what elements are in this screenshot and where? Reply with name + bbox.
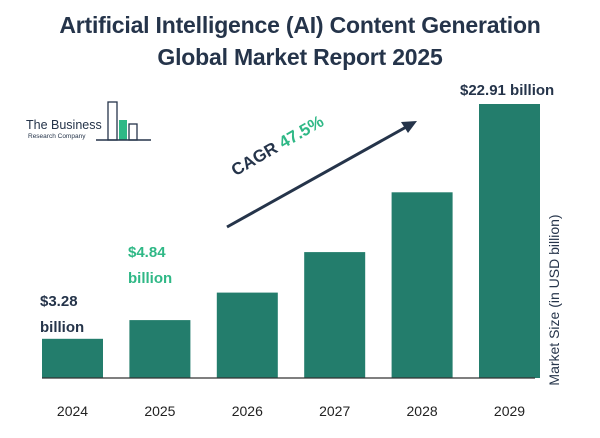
bar-2027 (304, 252, 366, 378)
bar-2025 (129, 320, 191, 378)
data-label-2024-unit: billion (40, 319, 85, 336)
data-label-2025: $4.84 billion (128, 240, 172, 292)
chart-title-line-2: Global Market Report 2025 (157, 44, 443, 70)
bar-2024 (42, 338, 103, 378)
bar-2028 (391, 192, 453, 378)
x-tick-labels: 2024 2025 2026 2027 2028 2029 (57, 403, 525, 419)
bars-group (42, 104, 540, 378)
bar-2029 (479, 104, 540, 378)
bar-2026 (216, 292, 278, 378)
x-tick-2027: 2027 (319, 403, 350, 419)
x-tick-2026: 2026 (232, 403, 263, 419)
data-label-2024: $3.28 billion (40, 289, 84, 341)
y-axis-label: Market Size (in USD billion) (546, 214, 562, 386)
logo-bars-icon (96, 101, 151, 141)
x-tick-2029: 2029 (494, 403, 525, 419)
data-label-2029: $22.91 billion (460, 78, 554, 104)
chart-title-line-1: Artificial Intelligence (AI) Content Gen… (59, 12, 541, 38)
x-tick-2028: 2028 (407, 403, 438, 419)
company-logo: The Business Research Company (26, 100, 156, 145)
logo-subname: Research Company (28, 133, 86, 140)
data-label-2029-value: $22.91 billion (460, 82, 555, 99)
data-label-2025-value: $4.84 (128, 244, 166, 261)
logo-name: The Business (26, 118, 102, 132)
data-label-2025-unit: billion (128, 270, 173, 287)
x-tick-2024: 2024 (57, 403, 88, 419)
data-label-2024-value: $3.28 (40, 293, 78, 310)
x-tick-2025: 2025 (144, 403, 175, 419)
cagr-arrow (226, 121, 417, 229)
